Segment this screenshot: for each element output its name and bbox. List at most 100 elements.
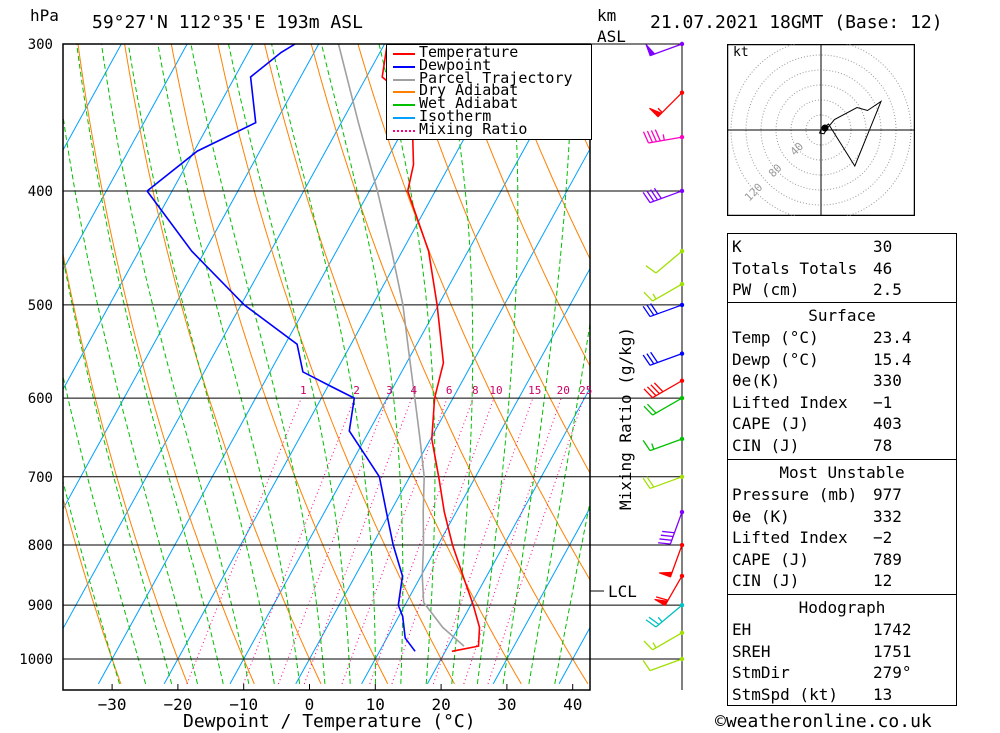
index-value: 1742: [873, 620, 912, 639]
legend-swatch: [393, 65, 415, 68]
pressure-tick-label: 1000: [19, 652, 53, 668]
wind-level-dot: [679, 436, 685, 442]
wind-barb: [642, 302, 685, 318]
index-value: 977: [873, 485, 902, 504]
wet-adiabat-line: [227, 44, 351, 684]
isotherm-line: [426, 387, 590, 685]
dry-adiabat-line: [217, 44, 455, 685]
wind-barb: [642, 436, 685, 452]
index-label: Totals Totals: [732, 258, 858, 278]
pressure-tick-label: 800: [28, 538, 53, 554]
wet-adiabat-line: [63, 479, 120, 685]
wet-adiabat-line: [528, 320, 590, 684]
isotherm-line: [0, 27, 65, 684]
legend-swatch: [393, 53, 415, 55]
index-label: Pressure (mb): [732, 485, 858, 504]
mixing-ratio-line: [369, 397, 474, 685]
wind-level-dot: [679, 656, 685, 662]
wind-barb: [642, 656, 685, 672]
isotherm-line: [63, 44, 188, 271]
mixing-ratio-line: [278, 397, 389, 685]
legend-item: Temperature: [391, 43, 587, 61]
wet-adiabat-line: [127, 44, 275, 684]
wind-barb: [658, 542, 685, 578]
temperature-tick-label: −20: [163, 695, 192, 714]
wind-level-dot: [679, 630, 685, 635]
index-value: −2: [873, 528, 893, 548]
wind-barb: [649, 90, 685, 118]
index-row: EH 1742: [732, 620, 952, 641]
isotherm-line: [63, 44, 254, 391]
plot-frame: [62, 43, 591, 691]
wind-barb: [642, 474, 685, 490]
wet-adiabat-line: [76, 44, 224, 685]
wind-level-dot: [679, 188, 685, 194]
index-row: CIN (J) 78: [732, 436, 952, 457]
index-row: SREH 1751: [732, 642, 952, 663]
legend-label: Parcel Trajectory: [419, 68, 573, 87]
index-row: K 30: [732, 237, 952, 258]
wind-barb: [643, 630, 685, 651]
legend-swatch: [393, 104, 415, 107]
legend-item: Mixing Ratio: [391, 121, 587, 137]
legend-label: Wet Adiabat: [419, 94, 519, 113]
index-label: CIN (J): [732, 571, 800, 591]
index-label: CAPE (J): [732, 414, 810, 434]
legend-label: Isotherm: [419, 107, 492, 125]
isotherm-line: [295, 147, 590, 685]
index-row: Dewp (°C) 15.4: [732, 350, 952, 371]
legend-label: Temperature: [419, 43, 519, 61]
dry-adiabat-line: [77, 44, 255, 685]
mixing-ratio-label: 1: [300, 384, 307, 397]
index-value: 13: [873, 684, 893, 704]
legend: Temperature Dewpoint Parcel Trajectory Dry …: [386, 44, 592, 140]
legend-item: Isotherm: [391, 107, 587, 125]
mixing-ratio-label: 4: [410, 384, 417, 397]
temperature-tick-label: 10: [366, 695, 385, 714]
index-row: CAPE (J) 403: [732, 414, 952, 435]
temperature-tick-label: −30: [98, 695, 127, 714]
index-value: 1751: [873, 641, 912, 661]
wind-level-dot: [679, 281, 685, 287]
wind-level-dot: [679, 41, 685, 47]
index-label: StmDir: [732, 663, 790, 683]
index-label: CAPE (J): [732, 549, 810, 569]
wind-barb: [643, 378, 685, 399]
table-section-title: Surface: [808, 306, 876, 325]
surface-table: Surface Temp (°C) 23.4 Dewp (°C) 15.4 θe(K) 33…: [727, 302, 957, 461]
hodograph-unit: kt: [733, 45, 749, 60]
dry-adiabat-line: [63, 496, 122, 685]
index-label: Lifted Index: [732, 392, 848, 412]
pressure-tick-label: 900: [28, 598, 53, 614]
temperature-tick-label: 0: [305, 695, 315, 714]
mixing-ratio-line: [391, 397, 495, 685]
index-value: 2.5: [873, 280, 902, 300]
index-label: K: [732, 237, 742, 256]
pressure-unit-label: hPa: [30, 6, 59, 25]
mixing-ratio-label: 25: [579, 384, 592, 397]
wet-adiabat-line: [63, 112, 198, 685]
mixing-ratio-label: 6: [446, 384, 453, 397]
dry-adiabat-line: [124, 44, 322, 685]
index-row: Pressure (mb) 977: [732, 485, 952, 506]
mixing-ratio-label: 15: [528, 384, 541, 397]
legend-item: Dewpoint: [391, 57, 587, 73]
index-value: 78: [873, 436, 893, 455]
wind-barb: [658, 509, 685, 545]
wet-adiabat-line: [63, 374, 147, 685]
index-value: 12: [873, 571, 893, 591]
index-value: 30: [873, 237, 893, 256]
index-value: 46: [873, 258, 893, 278]
table-section-title: Hodograph: [798, 598, 886, 617]
indices-top-table: K 30 Totals Totals 46 PW (cm) 2.5: [727, 233, 957, 304]
isotherm-line: [63, 44, 122, 152]
index-row: Lifted Index −1: [732, 393, 952, 414]
wet-adiabat-line: [100, 44, 250, 685]
legend-item: Parcel Trajectory: [391, 68, 587, 87]
index-row: PW (cm) 2.5: [732, 280, 952, 301]
legend-item: Wet Adiabat: [391, 94, 587, 113]
index-label: θe(K): [732, 371, 781, 391]
wind-level-dot: [679, 351, 685, 356]
wind-level-dot: [679, 248, 685, 254]
